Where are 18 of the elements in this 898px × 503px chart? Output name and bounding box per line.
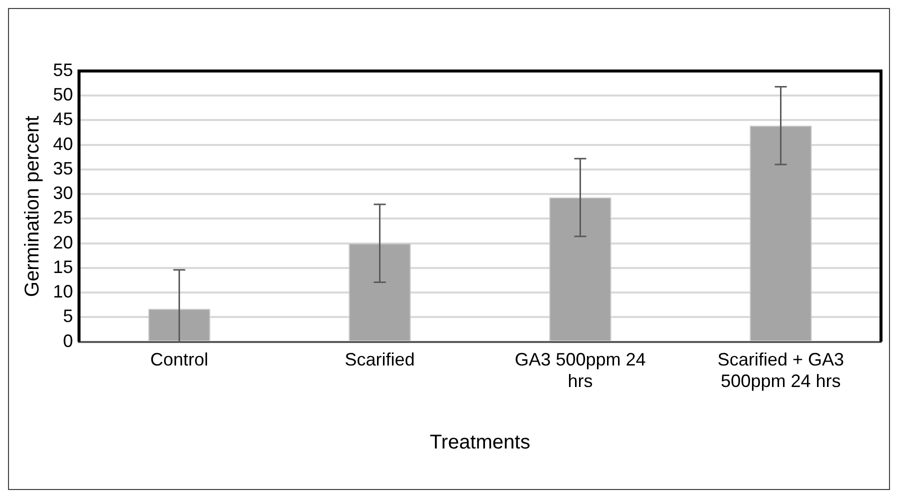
x-tick-label: GA3 500ppm 24 hrs <box>514 350 646 392</box>
y-tick-label: 50 <box>52 84 74 105</box>
x-tick-label: Control <box>150 350 208 370</box>
x-axis-title: Treatments <box>430 432 530 454</box>
y-tick-label: 15 <box>52 256 74 277</box>
y-tick-label: 55 <box>52 60 74 80</box>
y-tick-label: 5 <box>63 306 74 326</box>
y-tick-label: 35 <box>52 158 74 178</box>
y-tick-label: 20 <box>52 232 74 252</box>
y-tick-label: 10 <box>52 282 74 302</box>
x-tick-label: Scarified <box>344 350 415 370</box>
y-axis-title: Germination percent <box>22 115 44 297</box>
y-tick-label: 40 <box>52 134 74 154</box>
y-tick-label: 30 <box>52 183 74 204</box>
y-tick-label: 0 <box>63 330 74 351</box>
y-tick-label: 25 <box>52 208 74 228</box>
x-tick-label: Scarified + GA3 500ppm 24 hrs <box>717 350 844 392</box>
y-tick-label: 45 <box>52 109 74 130</box>
